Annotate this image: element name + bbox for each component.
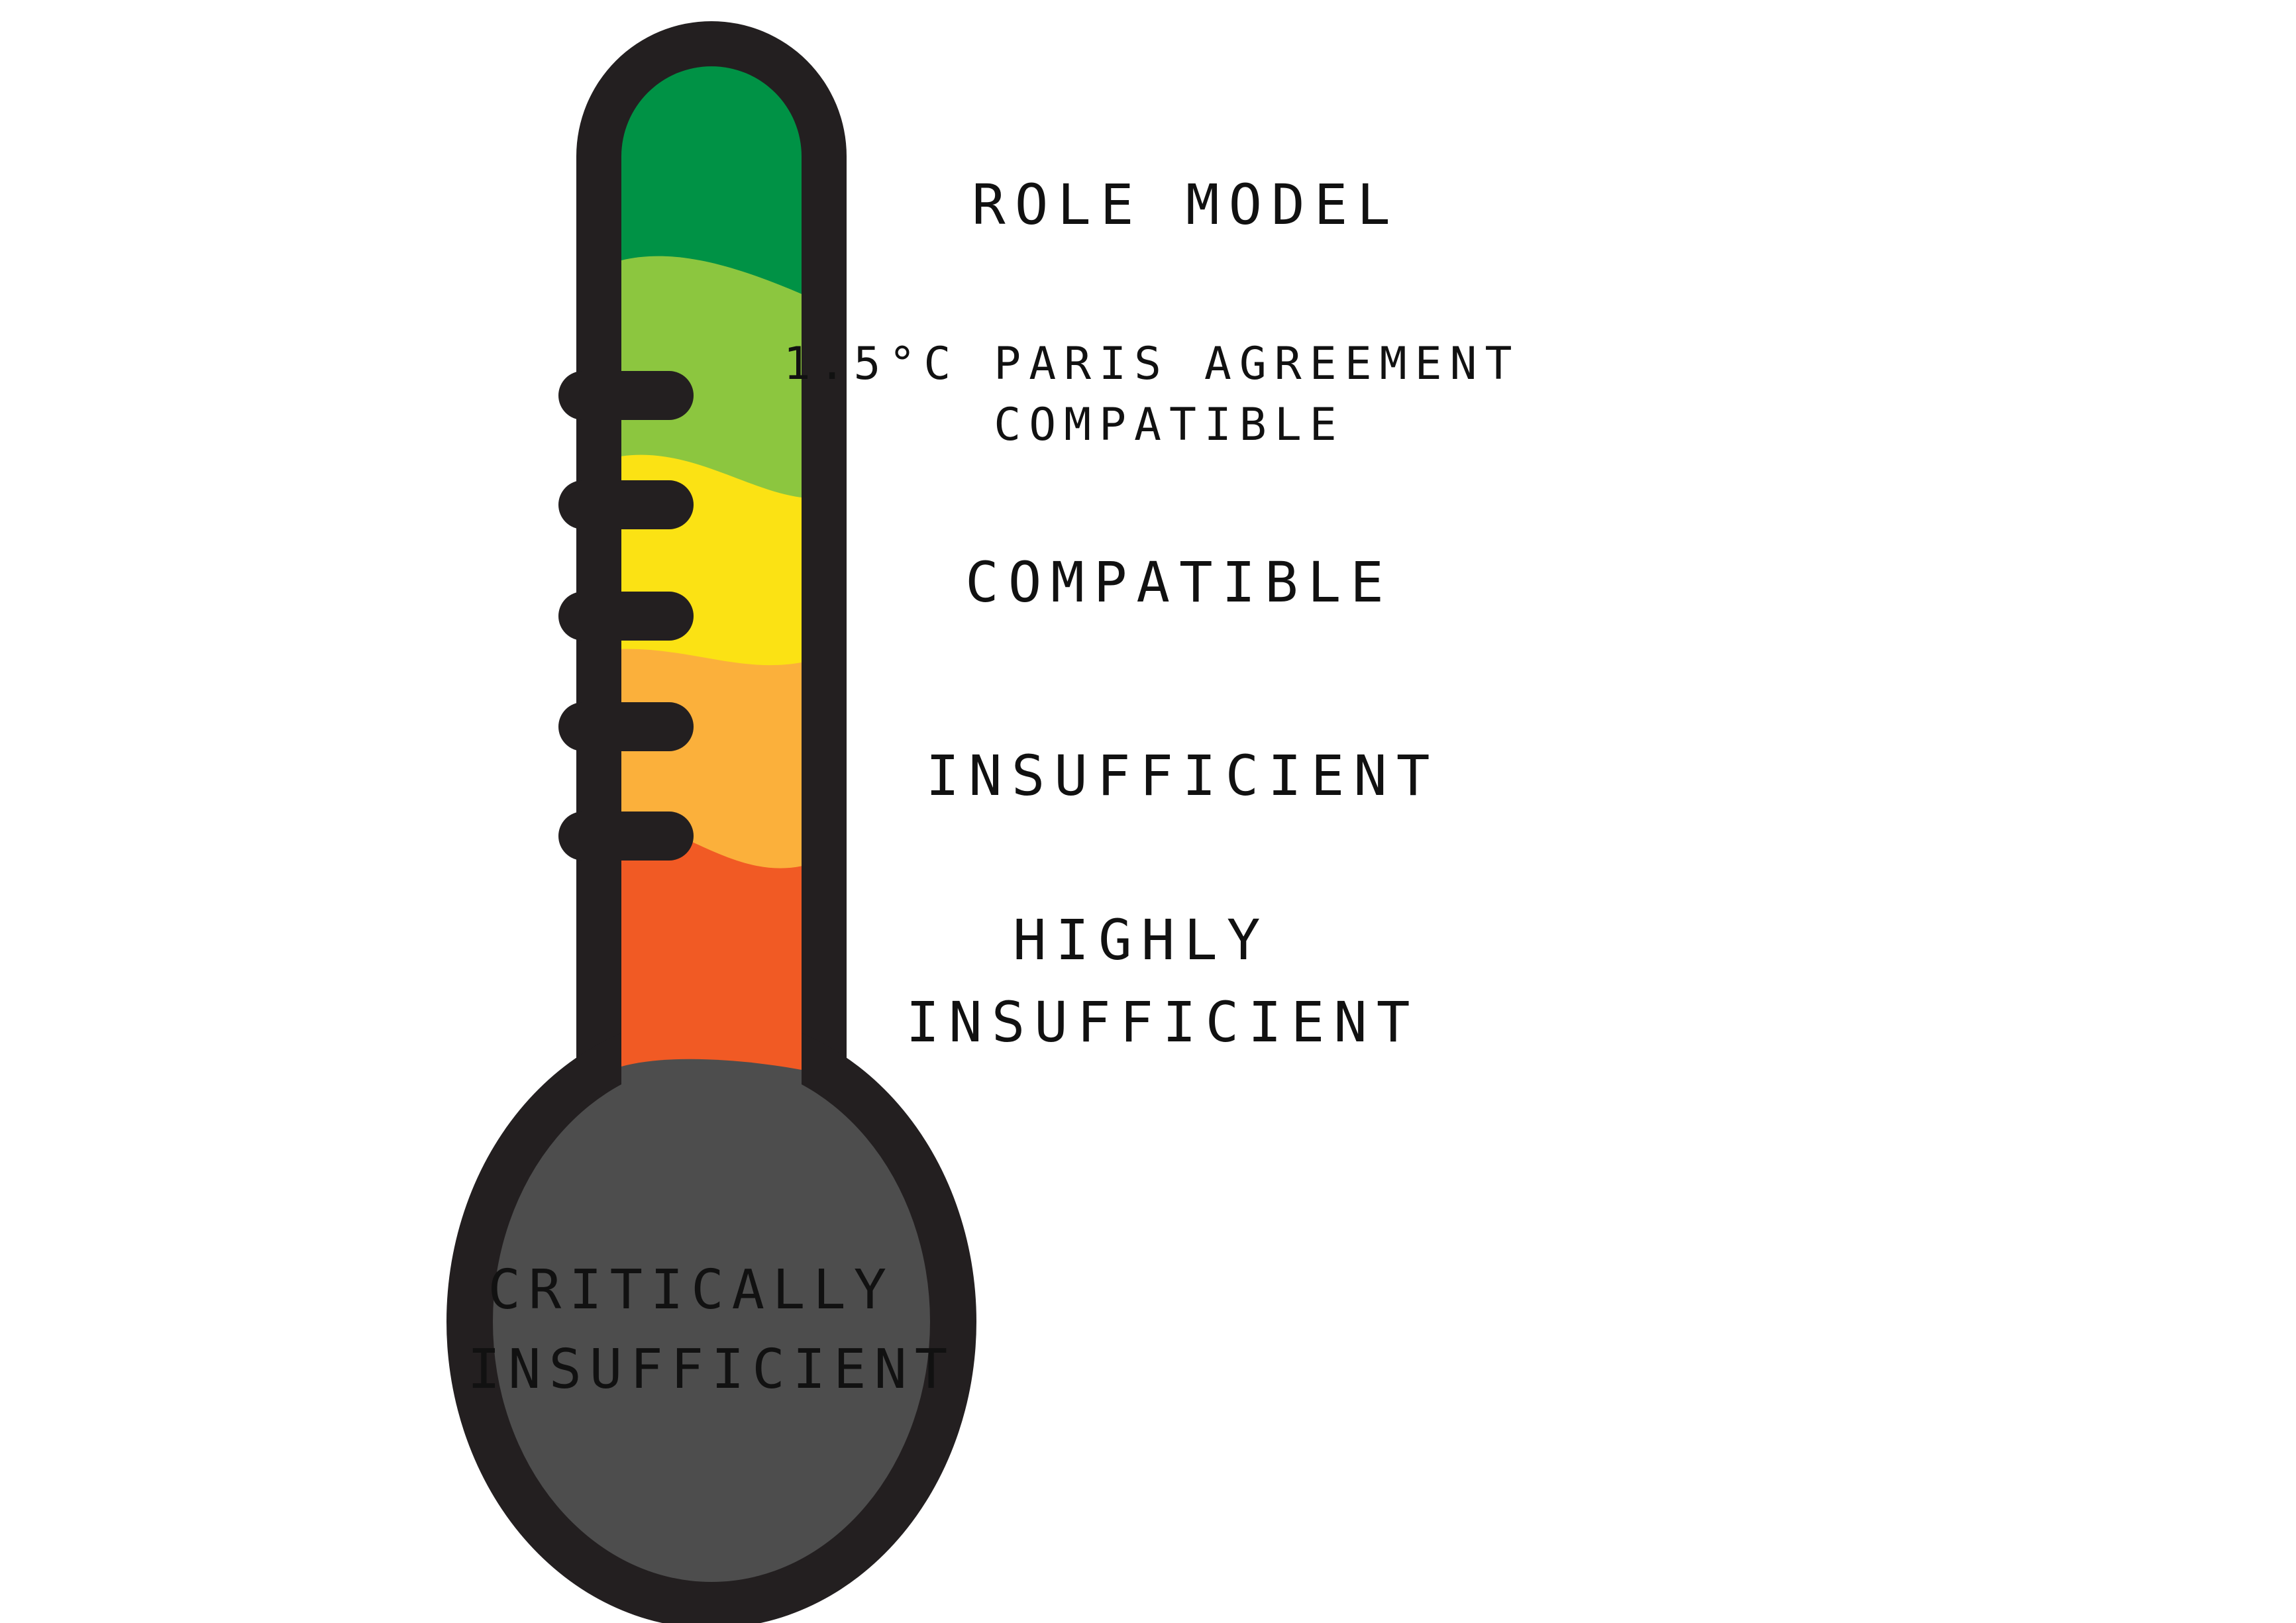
tick-marks <box>558 371 694 861</box>
bulb-label-line-2: INSUFFICIENT <box>468 1338 955 1401</box>
bulb-label-line-1: CRITICALLY <box>488 1259 894 1322</box>
label-paris-1-5-line-1: 1.5°C PARIS AGREEMENT <box>784 338 1520 390</box>
label-highly-insufficient-line-2: INSUFFICIENT <box>906 990 1420 1055</box>
label-insufficient-line-1: INSUFFICIENT <box>926 743 1439 808</box>
thermometer: CRITICALLY INSUFFICIENT <box>446 21 976 1623</box>
label-compatible: COMPATIBLE <box>965 550 1393 615</box>
label-highly-insufficient: HIGHLY INSUFFICIENT <box>906 908 1420 1055</box>
label-compatible-line-1: COMPATIBLE <box>965 550 1393 615</box>
label-insufficient: INSUFFICIENT <box>926 743 1439 808</box>
label-highly-insufficient-line-1: HIGHLY <box>1013 908 1269 972</box>
band-highly-insufficient <box>621 818 802 1127</box>
band-paris-1-5 <box>621 256 802 503</box>
label-role-model-line-1: ROLE MODEL <box>972 172 1400 237</box>
label-role-model: ROLE MODEL <box>972 172 1400 237</box>
thermometer-bulb <box>493 1061 930 1582</box>
scale-labels: ROLE MODEL 1.5°C PARIS AGREEMENT COMPATI… <box>784 172 1555 1055</box>
label-paris-1-5: 1.5°C PARIS AGREEMENT COMPATIBLE <box>784 338 1555 451</box>
label-paris-1-5-line-2: COMPATIBLE <box>994 399 1344 451</box>
bulb-top-fill <box>621 1059 802 1139</box>
bulb-label: CRITICALLY INSUFFICIENT <box>468 1259 955 1401</box>
